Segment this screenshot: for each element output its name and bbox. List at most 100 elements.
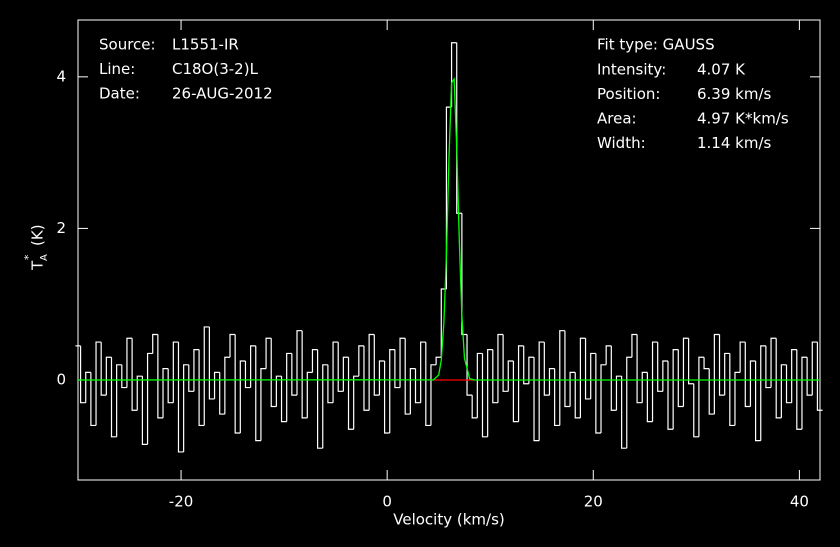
fit-title: Fit type: GAUSS xyxy=(597,36,715,54)
spectrum-channel xyxy=(229,333,236,358)
x-tick-label: 20 xyxy=(584,493,603,511)
spectrum-channel xyxy=(167,368,174,404)
spectrum-channel xyxy=(296,330,303,396)
spectrum-channel xyxy=(765,345,772,389)
spectrum-channel xyxy=(610,345,617,411)
x-tick-label: 40 xyxy=(790,493,809,511)
spectrum-channel xyxy=(749,360,756,407)
spectrum-channel xyxy=(554,368,560,427)
spectrum-channel xyxy=(579,337,586,418)
spectrum-channel xyxy=(662,360,668,392)
fit-value: 4.07 K xyxy=(697,61,746,79)
spectrum-channel xyxy=(265,337,272,369)
spectrum-channel xyxy=(806,357,813,396)
info-label: Date: xyxy=(99,85,140,103)
spectrum-channel xyxy=(734,371,741,426)
info-value: C18O(3-2)L xyxy=(172,60,259,78)
spectrum-channel xyxy=(760,345,766,441)
spectrum-channel xyxy=(584,338,591,400)
spectrum-channel xyxy=(533,357,540,442)
spectrum-channel xyxy=(136,375,143,411)
spectrum-channel xyxy=(796,349,802,430)
spectrum-channel xyxy=(724,352,730,396)
spectrum-channel xyxy=(651,341,658,422)
info-value: 26-AUG-2012 xyxy=(172,85,273,103)
spectrum-channel xyxy=(363,345,370,411)
spectrum-channel xyxy=(399,337,406,388)
spectrum-channel xyxy=(332,341,339,403)
spectrum-channel xyxy=(600,364,607,434)
plot-frame xyxy=(77,19,821,481)
spectrum-channel xyxy=(713,333,720,415)
fit-value: 4.97 K*km/s xyxy=(697,110,789,128)
spectrum-channel xyxy=(780,364,787,418)
spectrum-channel xyxy=(615,375,622,411)
spectrum-channel xyxy=(177,342,184,453)
spectrum-channel xyxy=(703,357,710,370)
info-value: L1551-IR xyxy=(172,36,239,54)
spectrum-channel xyxy=(688,338,694,385)
spectrum-channel xyxy=(116,364,122,437)
spectrum-channel xyxy=(342,356,349,392)
spectrum-channel xyxy=(183,364,189,452)
info-label: Line: xyxy=(99,60,135,78)
spectrum-channel xyxy=(693,383,699,438)
spectrum-channel xyxy=(682,337,689,407)
fit-value: 6.39 km/s xyxy=(697,85,772,103)
spectrum-channel xyxy=(306,371,313,418)
spectrum-channel xyxy=(270,338,277,408)
spectrum-channel xyxy=(559,330,565,426)
spectrum-channel xyxy=(492,349,498,404)
fit-line xyxy=(77,77,820,381)
spectrum-channel xyxy=(301,330,308,419)
spectrum-channel xyxy=(121,364,127,389)
spectrum-channel xyxy=(646,372,653,423)
spectrum-channel xyxy=(162,368,169,418)
spectrum-channel xyxy=(564,330,571,408)
spectrum-channel xyxy=(208,326,215,400)
spectrum-channel xyxy=(621,376,627,449)
spectrum-channel xyxy=(105,356,112,396)
spectrum-channel xyxy=(347,357,354,430)
spectrum-channel xyxy=(476,352,483,418)
x-tick-label: 0 xyxy=(382,493,392,511)
spectrum-channel xyxy=(337,342,344,392)
spectrum-channel xyxy=(234,334,241,434)
spectrum-channel xyxy=(219,372,225,415)
spectrum-channel xyxy=(188,364,194,392)
spectrum-channel xyxy=(729,353,735,427)
spectrum-channel xyxy=(481,353,488,438)
spectrum-channel xyxy=(517,345,524,422)
spectrum-channel xyxy=(311,349,318,373)
x-axis-label: Velocity (km/s) xyxy=(393,511,504,529)
spectrum-channel xyxy=(801,356,808,430)
spectrum-channel xyxy=(126,337,133,388)
spectrum-channel xyxy=(409,368,416,415)
spectrum-channel xyxy=(641,371,648,403)
spectrum-channel xyxy=(672,349,679,430)
y-tick-label: 0 xyxy=(56,370,66,388)
spectrum-channel xyxy=(471,395,478,419)
spectrum-channel xyxy=(497,333,504,403)
spectrum-channel xyxy=(770,337,777,388)
spectrum-channel xyxy=(677,349,684,408)
spectrum-channel xyxy=(538,341,545,441)
spectrum-channel xyxy=(816,342,823,411)
spectrum-channel xyxy=(353,375,359,430)
spectrum-channel xyxy=(435,356,442,365)
spectrum-channel xyxy=(785,364,792,404)
spectrum-channel xyxy=(450,42,457,108)
spectrum-channel xyxy=(203,326,210,426)
spectrum-channel xyxy=(291,353,297,396)
spectrum-channel xyxy=(631,333,638,358)
info-label: Source: xyxy=(99,36,156,54)
spectrum-channel xyxy=(528,356,535,384)
spectrum-channel xyxy=(718,334,725,396)
spectrum-channel xyxy=(95,341,102,426)
spectrum-channel xyxy=(172,341,179,403)
spectrum-channel xyxy=(157,334,164,419)
spectrum-channel xyxy=(420,341,426,403)
spectrum-channel xyxy=(414,368,421,404)
